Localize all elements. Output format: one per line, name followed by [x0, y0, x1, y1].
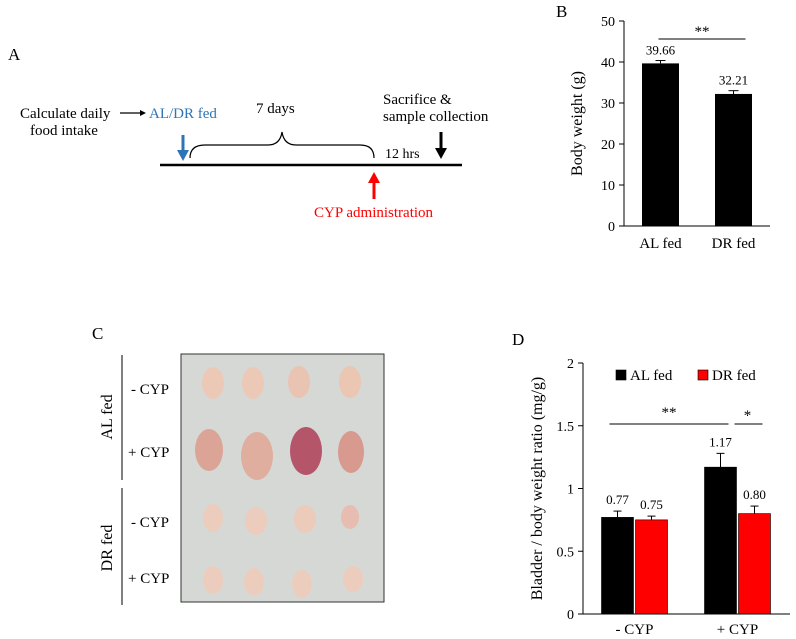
bladder-sample: [339, 366, 361, 398]
panel-c: C AL fed DR fed - CYP + CYP - CYP + CYP: [92, 324, 385, 605]
group-label-al: AL fed: [99, 394, 116, 439]
legend-swatch: [697, 369, 709, 381]
x-tick-label: AL fed: [639, 236, 682, 252]
bladder-sample: [341, 505, 359, 529]
x-tick-label: DR fed: [712, 236, 756, 252]
bar: [635, 519, 668, 615]
x-tick-label: + CYP: [717, 622, 758, 638]
step1-line2: food intake: [30, 123, 98, 139]
bladder-sample: [338, 431, 364, 473]
bladder-sample: [288, 366, 310, 398]
y-tick-label: 1.5: [557, 420, 575, 435]
data-label: 0.80: [743, 487, 766, 502]
bar: [704, 466, 737, 615]
y-axis-label: Bladder / body weight ratio (mg/g): [529, 377, 546, 601]
data-label: 39.66: [646, 43, 676, 58]
significance-label: **: [662, 405, 677, 421]
feed-arrow-head: [177, 150, 189, 161]
significance-label: **: [695, 24, 710, 40]
bladder-sample: [195, 429, 223, 471]
sacrifice-line2: sample collection: [383, 109, 489, 125]
panel-b-chart: B 0 10 20 30 40 50 Body weight (g) 39.66 AL fed 3…: [556, 2, 770, 252]
bladder-samples: [195, 366, 364, 598]
y-tick-label: 10: [601, 179, 615, 194]
row-label-3: - CYP: [131, 515, 169, 531]
panel-letter-c: C: [92, 324, 103, 343]
legend-label: AL fed: [630, 368, 673, 384]
y-tick-label: 30: [601, 97, 615, 112]
y-tick-label: 2: [567, 357, 574, 372]
data-label: 1.17: [709, 434, 732, 449]
sacrifice-arrow-head: [435, 148, 447, 159]
panel-letter-a: A: [8, 45, 21, 64]
bladder-sample: [242, 367, 264, 399]
bladder-sample: [203, 566, 223, 594]
row-label-2: + CYP: [128, 445, 169, 461]
x-tick-label: - CYP: [616, 622, 654, 638]
cyp-arrow-head: [368, 172, 380, 183]
data-label: 0.75: [640, 497, 663, 512]
step-arrow-head: [140, 110, 146, 116]
bar: [738, 513, 771, 615]
y-tick-label: 50: [601, 15, 615, 30]
bar: [642, 63, 679, 227]
legend-label: DR fed: [712, 368, 756, 384]
bar: [601, 517, 634, 615]
panel-d-chart: D 0 0.5 1 1.5 2 Bladder / body weight ratio (…: [512, 330, 790, 638]
feed-label: AL/DR fed: [149, 106, 217, 122]
y-tick-label: 20: [601, 138, 615, 153]
group-label-dr: DR fed: [99, 525, 116, 572]
bladder-sample: [241, 432, 273, 480]
duration-brace: [189, 131, 375, 159]
bar: [715, 93, 752, 227]
bladder-sample: [290, 427, 322, 475]
y-axis-label: Body weight (g): [569, 71, 586, 176]
panel-letter-b: B: [556, 2, 567, 21]
data-label: 0.77: [606, 492, 629, 507]
duration-label: 7 days: [256, 101, 295, 117]
bladder-sample: [343, 566, 363, 592]
sacrifice-line1: Sacrifice &: [383, 92, 452, 108]
row-label-1: - CYP: [131, 382, 169, 398]
step1-line1: Calculate daily: [20, 106, 111, 122]
bladder-sample: [294, 505, 316, 533]
interval-label: 12 hrs: [385, 147, 420, 162]
y-tick-label: 0: [567, 608, 574, 623]
panel-a: A Calculate daily food intake AL/DR fed …: [8, 45, 489, 221]
bladder-sample: [245, 507, 267, 535]
y-tick-label: 40: [601, 56, 615, 71]
y-tick-label: 1: [567, 483, 574, 498]
bladder-sample: [244, 568, 264, 596]
bladder-sample: [203, 504, 223, 532]
y-tick-label: 0: [608, 220, 615, 235]
bladder-sample: [292, 570, 312, 598]
row-label-4: + CYP: [128, 571, 169, 587]
panel-letter-d: D: [512, 330, 524, 349]
cyp-label: CYP administration: [314, 205, 434, 221]
bladder-sample: [202, 367, 224, 399]
data-label: 32.21: [719, 73, 748, 88]
legend-swatch: [615, 369, 627, 381]
y-tick-label: 0.5: [557, 545, 575, 560]
significance-label: *: [744, 408, 752, 424]
